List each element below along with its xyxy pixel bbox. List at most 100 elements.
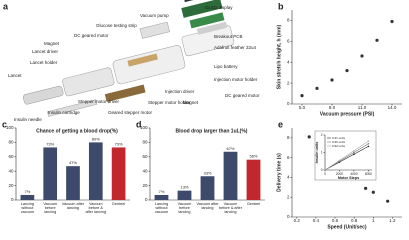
lancet-part (22, 85, 64, 105)
x-tick-label: 8.0 (329, 105, 336, 110)
y-tick-label: 40 (142, 168, 148, 173)
point (330, 78, 334, 82)
point (324, 169, 326, 171)
cartridge-part (47, 99, 98, 117)
point (353, 151, 355, 154)
bar (43, 147, 58, 200)
pump (139, 21, 170, 39)
x-tick-label: 0.2 (294, 218, 301, 223)
category-box: Vacuum before lancing (177, 201, 192, 215)
point (307, 135, 311, 139)
y-tick-label: 2 (287, 80, 290, 85)
chart-title: Blood drop larger than 1uL(%) (176, 128, 248, 134)
category-box: Genteel (111, 201, 126, 206)
value-label: 13% (180, 185, 188, 190)
part-label: Lipo battery (214, 64, 238, 69)
point (371, 190, 375, 194)
x-tick-label: Vacuum before lancing (43, 201, 58, 215)
point (300, 94, 304, 98)
category-box: Genteel (246, 201, 261, 206)
category-box: Lancing without vacuum (20, 201, 35, 215)
x-tick-label: 2000 (336, 172, 343, 176)
x-tick-label: 14.0 (388, 105, 397, 110)
part-label: DC geared motor (74, 33, 109, 38)
housing (112, 45, 186, 85)
y-tick-label: 8 (287, 18, 290, 23)
x-axis-label: Speed (Unit/sec) (327, 224, 367, 230)
bar (177, 190, 192, 200)
y-tick-label: 2 (287, 194, 290, 199)
point (338, 159, 341, 162)
x-tick-label: Vacuum after lancing (61, 201, 85, 210)
x-tick-label: 0 (324, 172, 326, 176)
lancet-holder-part (62, 67, 115, 97)
y-tick-label: 60 (8, 154, 14, 159)
y-axis-label: Insulin units (315, 142, 319, 164)
y-tick-label: 0 (287, 214, 290, 219)
point (353, 153, 355, 156)
x-tick-label: Vacuum after lancing (196, 201, 219, 210)
x-tick-label: 1.2 (389, 218, 396, 223)
panel-letter: b (278, 1, 284, 11)
x-tick-label: Vacuum before & after lancing (85, 201, 107, 215)
x-axis-label: Vacuum pressure (PSI) (320, 111, 375, 117)
point (315, 86, 319, 90)
y-tick-label: 100 (6, 125, 14, 130)
x-tick-label: Lancing without vacuum (20, 201, 35, 215)
x-tick-label: Genteel (111, 201, 126, 206)
y-tick-label: 80 (142, 140, 148, 145)
x-tick-label: Genteel (246, 201, 261, 206)
part-label: OLED display (205, 5, 233, 10)
point (364, 186, 368, 190)
point (367, 140, 370, 142)
chart-title: Chance of getting a blood drop(%) (36, 128, 118, 134)
y-tick-label: 0 (287, 101, 290, 106)
value-label: 80% (92, 136, 100, 141)
point (345, 68, 349, 73)
legend-label: 0.92 units (332, 144, 346, 148)
bar (88, 142, 103, 200)
category-box: Lancing without vacuum (154, 201, 169, 215)
value-label: 7% (25, 189, 31, 194)
point (367, 145, 370, 148)
series-line (324, 140, 369, 171)
y-tick-label: 4 (287, 175, 290, 180)
y-tick-label: 4 (287, 59, 290, 64)
x-tick-label: 5.0 (299, 105, 306, 110)
x-tick-label: Vacuum before & after lancing (219, 201, 242, 215)
part-label: Lancet driver (32, 49, 59, 54)
bar (154, 194, 169, 200)
cartridge (127, 53, 158, 67)
value-label: 67% (226, 146, 234, 151)
value-label: 73% (46, 142, 54, 147)
category-box: Vacuum before lancing (43, 201, 58, 215)
category-box: Vacuum after lancing (61, 201, 85, 210)
x-tick-label: Vacuum before lancing (177, 201, 192, 215)
part-label: Insulin needle (14, 117, 42, 122)
bar (223, 151, 238, 200)
part-label: Lancet holder (30, 60, 58, 65)
y-tick-label: 1 (321, 150, 323, 154)
y-tick-label: 100 (140, 125, 148, 130)
part-label: Magnet (44, 41, 60, 46)
legend-label: 0.60 units (332, 140, 346, 144)
y-tick-label: 60 (142, 154, 148, 159)
y-tick-label: 0 (321, 168, 323, 172)
x-tick-label: 0.6 (332, 218, 339, 223)
y-tick-label: 40 (8, 168, 14, 173)
value-label: 7% (159, 189, 165, 194)
battery (196, 21, 228, 35)
part-label: DC geared motor (225, 93, 260, 98)
part-label: Geared stepper motor (108, 110, 153, 115)
x-tick-label: 4000 (350, 172, 357, 176)
y-tick-label: 6 (287, 155, 290, 160)
y-tick-label: 20 (142, 183, 148, 188)
point (375, 38, 379, 42)
y-axis-label: Delivery time (s) (276, 153, 282, 192)
series-line (324, 143, 369, 171)
x-tick-label: Lancing without vacuum (154, 201, 169, 215)
category-box: Vacuum before & after lancing (85, 201, 107, 215)
y-tick-label: 6 (287, 39, 290, 44)
y-tick-label: 0 (145, 197, 148, 202)
